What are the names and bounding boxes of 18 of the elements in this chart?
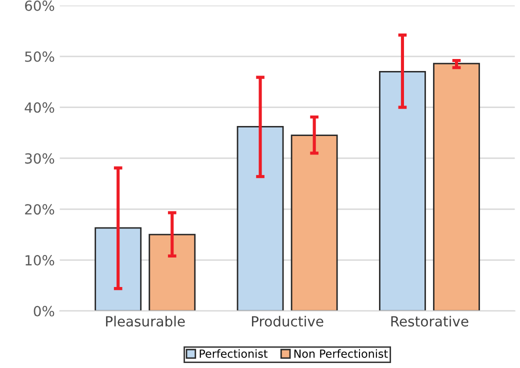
- x-tick-label: Restorative: [391, 316, 468, 327]
- bar: [433, 62, 480, 311]
- y-tick-label: 20%: [25, 204, 54, 215]
- bar: [94, 227, 142, 311]
- bar: [236, 126, 284, 311]
- y-tick-label: 40%: [24, 102, 54, 113]
- legend-label: Perfectionist: [200, 349, 268, 358]
- y-tick-label: 50%: [25, 51, 54, 62]
- y-tick-label: 30%: [25, 153, 54, 164]
- y-tick-label: 10%: [26, 255, 54, 266]
- bar: [290, 134, 338, 311]
- legend-label: Non Perfectionist: [294, 349, 388, 358]
- bar: [379, 71, 426, 311]
- y-tick-label: 60%: [25, 0, 54, 11]
- bar: [148, 234, 196, 311]
- x-tick-label: Productive: [252, 316, 324, 327]
- y-tick-label: 0%: [34, 306, 54, 316]
- x-tick-label: Pleasurable: [106, 316, 185, 327]
